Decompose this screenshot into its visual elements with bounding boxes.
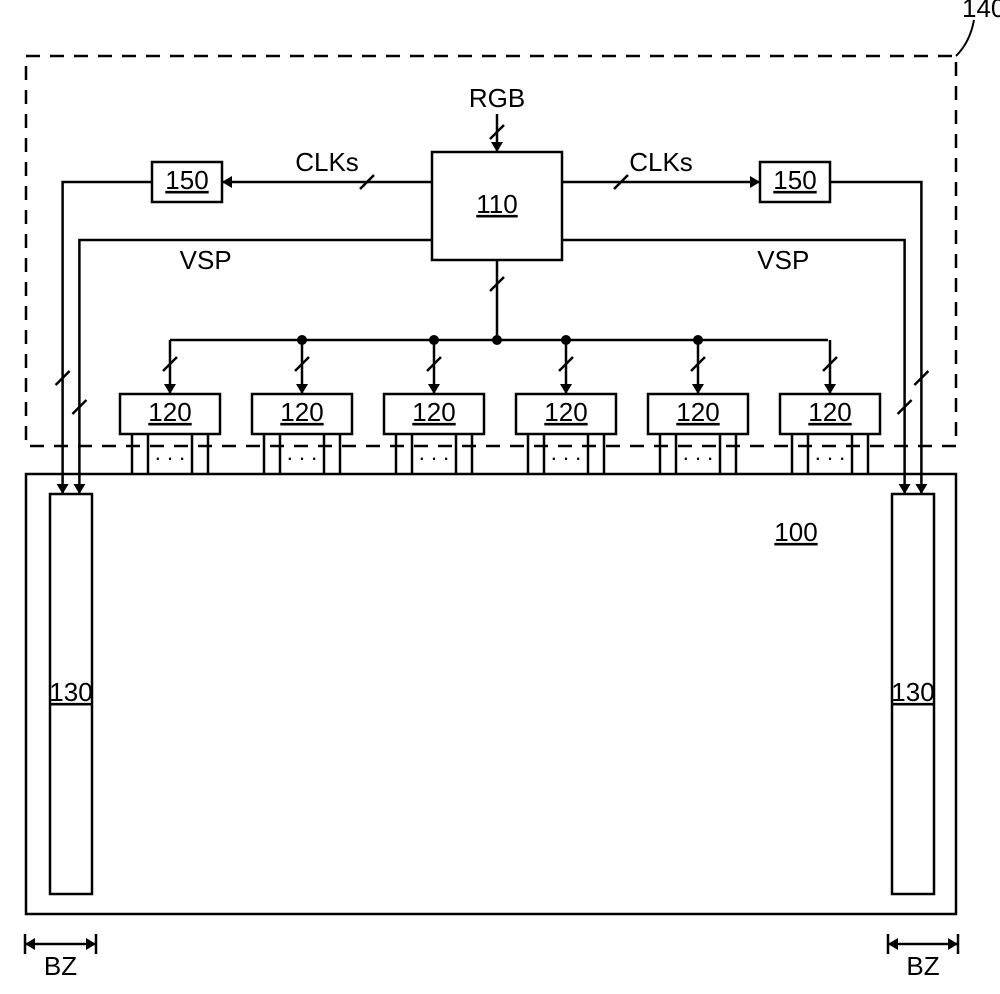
label-110: 110 [476, 189, 517, 219]
label-clks-left: CLKs [295, 147, 359, 177]
driver-dots-4: . . . [683, 440, 714, 465]
label-120-4: 120 [676, 397, 719, 427]
label-120-3: 120 [544, 397, 587, 427]
label-rgb: RGB [469, 83, 525, 113]
label-100: 100 [774, 517, 817, 547]
label-120-2: 120 [412, 397, 455, 427]
label-bz-left: BZ [44, 951, 77, 981]
driver-dots-0: . . . [155, 440, 186, 465]
driver-dots-5: . . . [815, 440, 846, 465]
label-bz-right: BZ [906, 951, 939, 981]
label-vsp-right: VSP [757, 245, 809, 275]
label-120-5: 120 [808, 397, 851, 427]
driver-dots-2: . . . [419, 440, 450, 465]
label-150-right: 150 [773, 165, 816, 195]
label-vsp-left: VSP [180, 245, 232, 275]
label-130-left: 130 [49, 677, 92, 707]
label-150-left: 150 [165, 165, 208, 195]
driver-dots-1: . . . [287, 440, 318, 465]
driver-dots-3: . . . [551, 440, 582, 465]
label-140: 140 [962, 0, 1000, 23]
label-clks-right: CLKs [629, 147, 693, 177]
label-120-1: 120 [280, 397, 323, 427]
label-130-right: 130 [891, 677, 934, 707]
label-120-0: 120 [148, 397, 191, 427]
